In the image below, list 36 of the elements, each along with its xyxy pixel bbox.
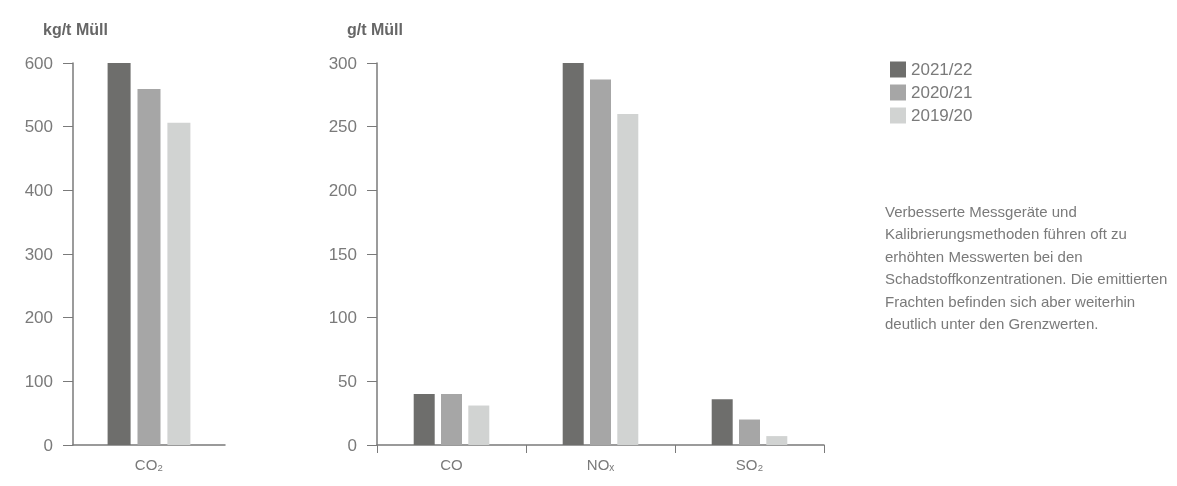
- y-tick-label: 300: [24, 244, 53, 264]
- legend-label: 2019/20: [911, 106, 973, 125]
- bar: [766, 436, 788, 445]
- y-tick-label: 150: [328, 244, 357, 264]
- bar: [617, 113, 639, 445]
- y-tick-label: 200: [328, 180, 357, 200]
- bar: [107, 63, 131, 445]
- y-tick-label: 300: [328, 53, 357, 73]
- bar: [711, 399, 733, 445]
- y-tick-label: 0: [43, 435, 53, 455]
- bar: [167, 122, 191, 445]
- y-tick-label: 50: [338, 371, 357, 391]
- y-axis-title: kg/t Müll: [43, 20, 108, 38]
- y-tick-label: 600: [24, 53, 53, 73]
- bar: [413, 394, 435, 445]
- y-tick-label: 400: [24, 180, 53, 200]
- bar: [441, 394, 462, 445]
- bar: [468, 405, 490, 445]
- bar: [590, 79, 611, 445]
- y-tick-label: 0: [347, 435, 357, 455]
- x-tick-label: CO: [440, 456, 463, 473]
- legend-label: 2020/21: [911, 83, 973, 102]
- y-tick-label: 500: [24, 117, 53, 137]
- bar: [137, 89, 161, 445]
- x-tick-label: CO₂: [134, 456, 164, 473]
- y-tick-label: 200: [24, 308, 53, 328]
- legend-label: 2021/22: [911, 60, 973, 79]
- bar: [739, 419, 760, 445]
- y-tick-label: 250: [328, 117, 357, 137]
- text: Verbesserte Messgeräte und Kalibrierungsmethoden führen oft zu erhöhten Messwerten bei den Schadstoffkonzentrationen. Die emittierten Frachten befinden sich aber weiterhin deutlich unter den Grenzwerten.: [885, 202, 1172, 333]
- x-tick-label: SO₂: [735, 456, 764, 473]
- bar: [562, 63, 584, 445]
- y-axis-title: g/t Müll: [347, 20, 403, 38]
- y-tick-label: 100: [24, 371, 53, 391]
- x-tick-label: NOₓ: [586, 456, 615, 473]
- y-tick-label: 100: [328, 308, 357, 328]
